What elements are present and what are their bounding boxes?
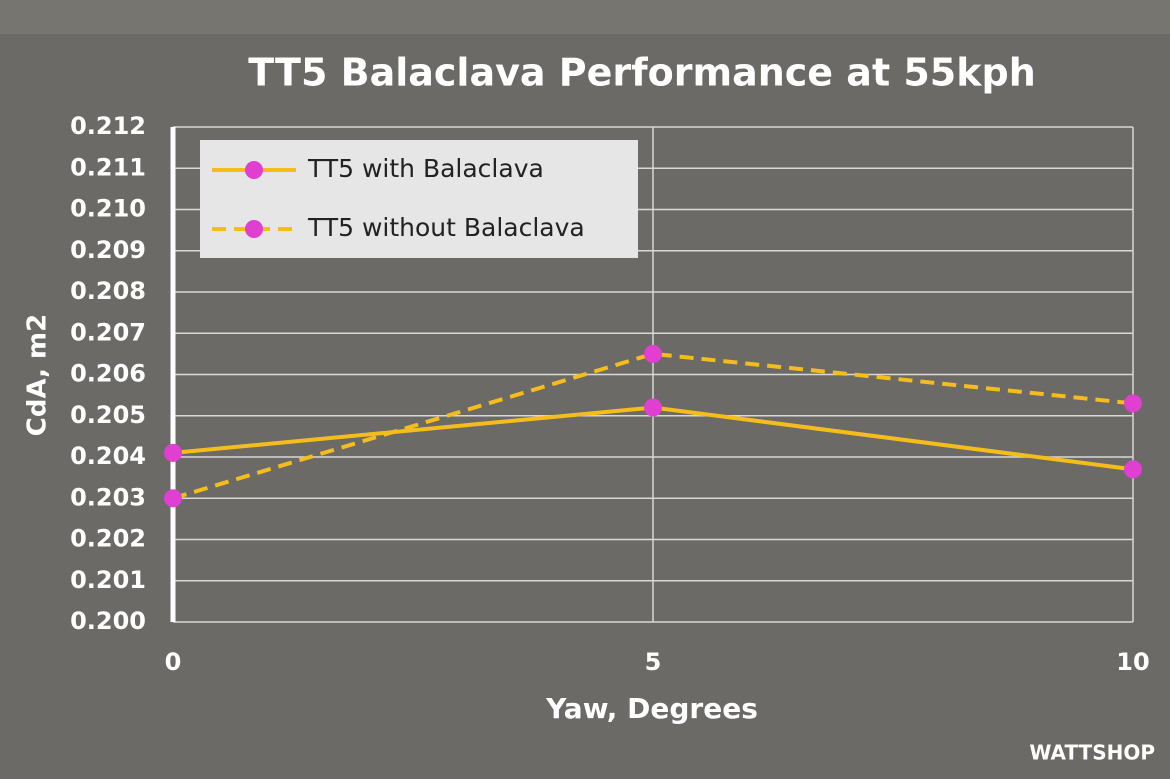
data-point xyxy=(164,443,182,462)
chart-title: TT5 Balaclava Performance at 55kph xyxy=(248,51,1036,95)
x-tick-label: 10 xyxy=(1116,648,1149,676)
data-point xyxy=(1124,394,1142,413)
y-tick-label: 0.206 xyxy=(70,360,146,388)
y-axis-label: CdA, m2 xyxy=(23,314,53,436)
y-tick-label: 0.208 xyxy=(70,277,146,305)
x-tick-label: 0 xyxy=(165,648,182,676)
x-tick-label: 5 xyxy=(645,648,662,676)
data-point xyxy=(644,398,662,417)
y-tick-label: 0.207 xyxy=(70,318,146,346)
y-tick-label: 0.202 xyxy=(70,525,146,553)
y-tick-label: 0.210 xyxy=(70,195,146,223)
y-tick-label: 0.200 xyxy=(70,607,146,635)
y-tick-label: 0.204 xyxy=(70,442,146,470)
y-tick-label: 0.203 xyxy=(70,483,146,511)
legend-marker xyxy=(245,220,263,238)
top-band xyxy=(0,0,1170,34)
legend-marker xyxy=(245,161,263,179)
y-tick-label: 0.212 xyxy=(70,112,146,140)
y-tick-label: 0.209 xyxy=(70,236,146,264)
legend-label: TT5 with Balaclava xyxy=(307,154,544,183)
series-line xyxy=(172,351,1134,501)
data-point xyxy=(164,489,182,508)
data-point xyxy=(1124,460,1142,479)
y-tick-label: 0.211 xyxy=(70,153,146,181)
y-tick-label: 0.201 xyxy=(70,566,146,594)
watermark: WATTSHOP xyxy=(1029,741,1155,765)
x-axis-label: Yaw, Degrees xyxy=(545,692,758,725)
legend-label: TT5 without Balaclava xyxy=(307,213,585,242)
y-tick-label: 0.205 xyxy=(70,401,146,429)
data-point xyxy=(644,344,662,363)
legend-box xyxy=(200,140,638,258)
